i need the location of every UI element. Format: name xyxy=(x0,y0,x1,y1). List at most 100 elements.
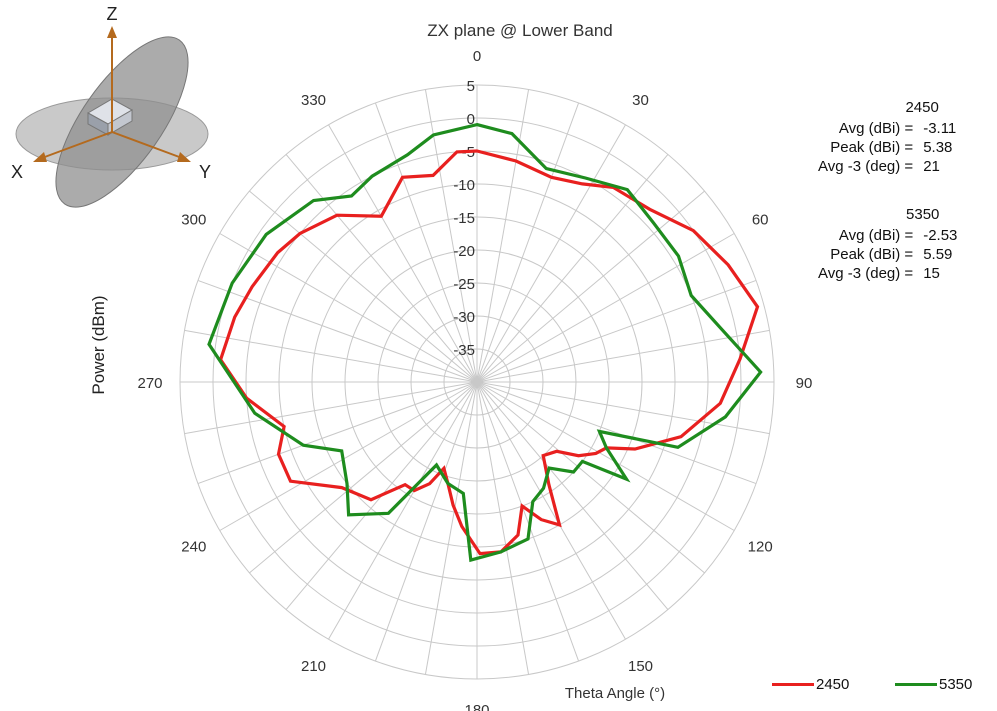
grid-spoke xyxy=(219,381,478,531)
radial-axis-label: Power (dBm) xyxy=(89,295,108,394)
radial-tick-label: -15 xyxy=(453,210,475,227)
grid-spoke xyxy=(476,381,770,435)
grid-ring xyxy=(443,348,511,416)
stats-label: Avg -3 (deg) = xyxy=(818,158,914,175)
grid-spoke xyxy=(476,154,669,383)
stats-block-2450: 2450 Avg (dBi) = -3.11 Peak (dBi) = 5.38 A… xyxy=(818,98,956,176)
grid-spoke xyxy=(476,190,705,383)
z-axis-label: Z xyxy=(107,4,118,24)
legend-item-5350: 5350 xyxy=(895,676,972,693)
grid-spoke xyxy=(424,381,478,675)
stats-label: Avg -3 (deg) = xyxy=(818,265,914,282)
stats-title: 5350 xyxy=(906,206,940,223)
y-axis-label: Y xyxy=(199,162,211,182)
stats-row: Avg -3 (deg) = 21 xyxy=(818,157,956,176)
grid-spoke xyxy=(476,381,530,675)
grid-spoke xyxy=(476,381,580,662)
x-axis-arrow-icon xyxy=(33,152,47,162)
stats-value: -2.53 xyxy=(923,227,958,244)
angle-tick-label: 30 xyxy=(632,92,649,109)
grid-spoke xyxy=(328,124,478,383)
radial-tick-label: -25 xyxy=(453,276,475,293)
polar-grid xyxy=(179,84,775,680)
angle-axis-label: Theta Angle (°) xyxy=(565,685,665,702)
x-axis-label: X xyxy=(11,162,23,182)
radial-tick-label: -20 xyxy=(453,243,475,260)
angle-tick-label: 90 xyxy=(796,375,813,392)
grid-spoke xyxy=(476,102,580,383)
grid-spoke xyxy=(219,233,478,383)
z-axis-arrow-icon xyxy=(107,26,117,38)
stats-row: Avg (dBi) = -3.11 xyxy=(818,119,956,138)
series-group xyxy=(207,122,763,563)
stats-value: 5.59 xyxy=(923,246,953,263)
grid-spoke xyxy=(285,154,478,383)
radial-tick-label: -10 xyxy=(453,177,475,194)
grid-spoke xyxy=(476,381,705,574)
angle-tick-label: 150 xyxy=(628,658,653,675)
grid-spoke xyxy=(476,279,757,383)
series-line-5350 xyxy=(207,122,763,563)
grid-spoke xyxy=(476,233,735,383)
stats-block-5350: 5350 Avg (dBi) = -2.53 Peak (dBi) = 5.59 A… xyxy=(818,205,957,283)
grid-ring xyxy=(278,183,676,581)
x-axis-line xyxy=(41,131,113,159)
legend-label: 2450 xyxy=(816,676,850,693)
legend-label: 5350 xyxy=(939,676,973,693)
y-axis-line xyxy=(111,131,183,159)
angle-tick-label: 270 xyxy=(137,375,162,392)
grid-spoke xyxy=(374,102,478,383)
grid-spoke xyxy=(424,89,478,383)
stats-label: Avg (dBi) = xyxy=(838,227,914,244)
grid-ring xyxy=(344,249,610,515)
stats-title: 2450 xyxy=(905,99,939,116)
stats-table: Avg (dBi) = -2.53 Peak (dBi) = 5.59 Avg -3… xyxy=(818,226,957,283)
grid-spoke xyxy=(476,381,735,531)
stats-row: Peak (dBi) = 5.59 xyxy=(818,245,957,264)
angle-tick-labels: 0 30 60 90 120 150 180 210 240 270 300 330 xyxy=(137,48,812,711)
legend-swatch xyxy=(895,683,937,686)
grid-spoke xyxy=(476,381,757,485)
radial-tick-label: 0 xyxy=(467,111,475,128)
grid-ring xyxy=(212,117,742,647)
stats-row: Avg (dBi) = -2.53 xyxy=(818,226,958,245)
grid-spoke xyxy=(476,381,626,640)
y-axis-arrow-icon xyxy=(177,152,191,162)
grid-spoke xyxy=(328,381,478,640)
stats-value: 15 xyxy=(923,265,940,282)
stats-value: 5.38 xyxy=(923,139,953,156)
angle-tick-label: 60 xyxy=(752,212,769,229)
orientation-icon: Z X Y xyxy=(11,4,211,208)
radial-tick-labels: -35-30-25-20-15-10-505 xyxy=(453,78,475,359)
stats-value: 21 xyxy=(923,158,940,175)
grid-spoke xyxy=(476,124,626,383)
grid-spoke xyxy=(476,329,770,383)
legend-swatch xyxy=(772,683,814,686)
grid-ring xyxy=(179,84,775,680)
grid-ring xyxy=(410,315,544,449)
angle-tick-label: 300 xyxy=(181,212,206,229)
angle-tick-label: 210 xyxy=(301,658,326,675)
radial-tick-label: 5 xyxy=(467,78,475,95)
stats-label: Peak (dBi) = xyxy=(830,139,914,156)
angle-tick-label: 330 xyxy=(301,92,326,109)
chart-title: ZX plane @ Lower Band xyxy=(427,21,612,40)
grid-spoke xyxy=(476,381,669,610)
stats-label: Avg (dBi) = xyxy=(838,120,914,137)
grid-spoke xyxy=(184,329,478,383)
device-block xyxy=(86,98,134,136)
grid-spoke xyxy=(184,381,478,435)
grid-spoke xyxy=(249,190,478,383)
angle-tick-label: 180 xyxy=(464,702,489,711)
stats-row: Avg -3 (deg) = 15 xyxy=(818,264,957,283)
grid-spoke xyxy=(374,381,478,662)
angle-tick-label: 0 xyxy=(473,48,481,65)
angle-tick-label: 240 xyxy=(181,539,206,556)
radial-tick-label: -35 xyxy=(453,342,475,359)
grid-spoke xyxy=(197,381,478,485)
grid-ring xyxy=(377,282,577,482)
radial-tick-label: -30 xyxy=(453,309,475,326)
series-line-2450 xyxy=(218,149,760,556)
stats-table: Avg (dBi) = -3.11 Peak (dBi) = 5.38 Avg -3… xyxy=(818,119,956,176)
